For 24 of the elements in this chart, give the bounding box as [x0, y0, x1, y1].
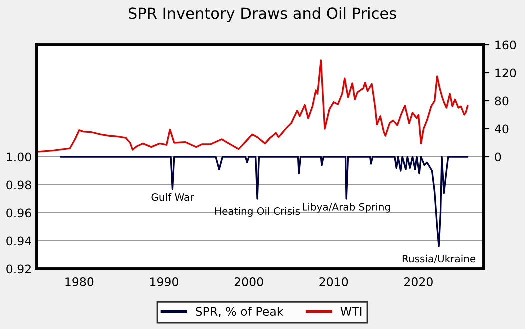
- annotation: Gulf War: [152, 193, 194, 202]
- y-tick-label: 0.96: [6, 208, 32, 218]
- y-tick-label: 1.00: [7, 152, 32, 162]
- line-series: [60, 156, 469, 248]
- y-tick-label: 0.94: [6, 236, 32, 246]
- x-tick-label: 1990: [150, 278, 178, 286]
- legend-label: WTI: [340, 307, 362, 316]
- annotation: Heating Oil Crisis: [215, 207, 300, 218]
- y2-tick-label: 0: [495, 152, 502, 162]
- x-tick-label: 2010: [320, 278, 348, 286]
- y-tick-label: 0.98: [6, 180, 32, 190]
- annotation: Libya/Arab Spring: [303, 203, 390, 213]
- chart-title: SPR Inventory Draws and Oil Prices: [128, 7, 396, 22]
- x-tick-label: 2020: [404, 278, 433, 286]
- annotation: Russia/Ukraine: [402, 254, 476, 264]
- y2-tick-label: 160: [496, 40, 516, 50]
- x-tick-label: 2000: [234, 278, 264, 286]
- legend-label: SPR, % of Peak: [196, 306, 284, 318]
- x-tick-label: 1980: [66, 278, 94, 286]
- y-tick-label: 0.92: [6, 264, 31, 274]
- y2-tick-label: 40: [494, 124, 509, 134]
- y2-tick-label: 80: [495, 96, 509, 106]
- line-series: [37, 60, 469, 153]
- y2-tick-label: 120: [496, 68, 516, 78]
